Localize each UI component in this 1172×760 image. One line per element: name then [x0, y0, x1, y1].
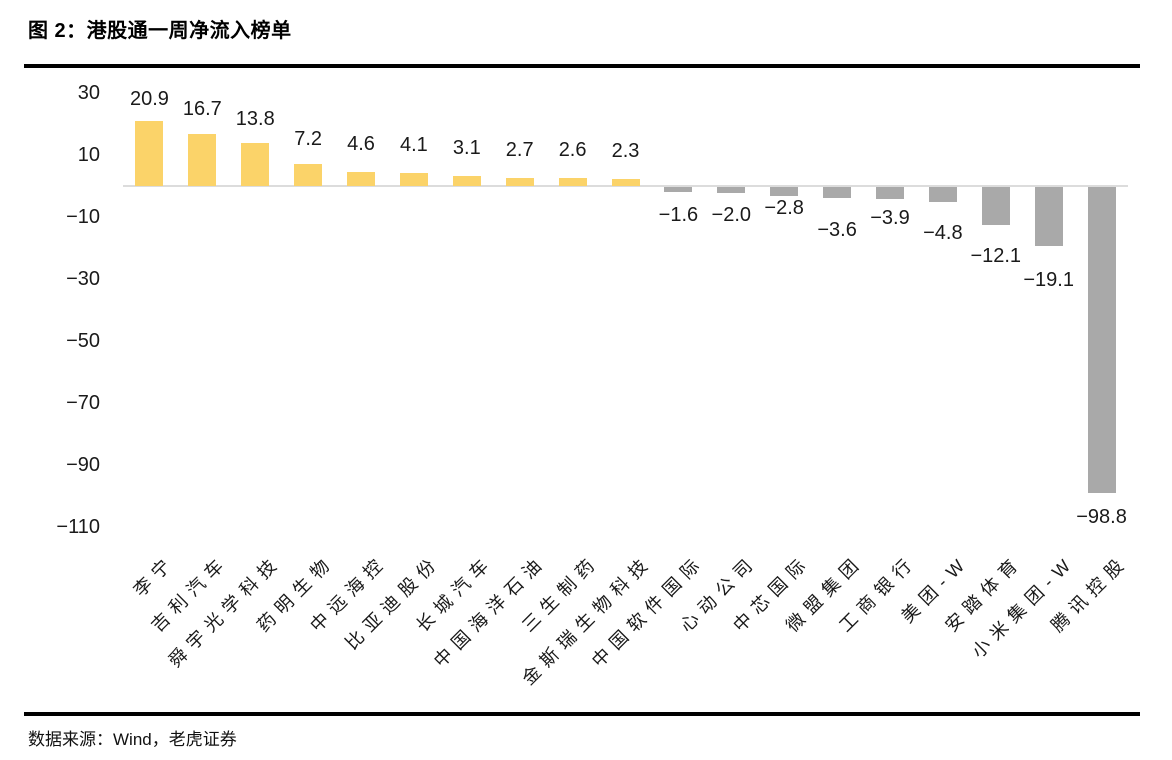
- y-axis-tick-label: −70: [66, 392, 100, 414]
- chart-bar: [452, 176, 481, 186]
- bar-value-label: −1.6: [658, 203, 699, 226]
- chart-bar: [241, 143, 270, 186]
- chart-bar: [928, 187, 957, 202]
- bar-value-label: −2.8: [764, 196, 804, 219]
- bar-value-label: 7.2: [294, 127, 323, 150]
- chart-bar: [505, 177, 534, 186]
- bar-value-label: −19.1: [1023, 269, 1074, 292]
- y-axis-tick-label: −110: [56, 516, 100, 538]
- x-axis-category-label: 比亚迪股份: [341, 551, 445, 654]
- y-axis-tick-label: 30: [77, 82, 100, 104]
- bar-value-label: −12.1: [970, 244, 1022, 267]
- chart-bar: [1087, 187, 1116, 494]
- source-note: 数据来源：Wind，老虎证券: [28, 730, 237, 749]
- chart-bar: [770, 187, 799, 196]
- chart-bar: [188, 134, 217, 186]
- bar-value-label: −3.9: [870, 207, 910, 230]
- x-axis-category-label: 李宁: [130, 551, 180, 601]
- bar-value-label: 4.1: [400, 134, 428, 157]
- chart-bar: [823, 187, 852, 199]
- y-axis-tick-label: −30: [66, 268, 100, 290]
- chart-title: 图 2：港股通一周净流入榜单: [28, 20, 292, 42]
- bar-value-label: 20.9: [129, 88, 169, 111]
- bar-value-label: −3.6: [817, 219, 857, 242]
- chart-bar: [399, 173, 428, 186]
- chart-bar: [875, 187, 904, 200]
- bar-value-label: −2.0: [711, 204, 752, 227]
- chart-bar: [1034, 187, 1063, 247]
- chart-bar: [347, 171, 376, 186]
- bar-value-label: 2.7: [505, 138, 534, 161]
- y-axis-tick-label: −10: [66, 206, 100, 228]
- bar-value-label: 3.1: [452, 137, 481, 160]
- bar-value-label: −98.8: [1076, 506, 1127, 529]
- chart-bar: [664, 187, 693, 192]
- chart-bar: [717, 187, 746, 194]
- zero-axis-line: [123, 185, 1128, 187]
- chart-bar: [981, 187, 1010, 225]
- bar-value-label: −4.8: [923, 221, 963, 244]
- y-axis-tick-label: 10: [77, 144, 100, 166]
- chart-bar: [558, 177, 587, 186]
- title-divider-rule: [24, 64, 1140, 68]
- chart-bar: [294, 163, 323, 186]
- footer-divider-rule: [24, 712, 1140, 716]
- chart-bar: [135, 121, 164, 186]
- bar-value-label: 2.3: [611, 139, 640, 162]
- bar-value-label: 4.6: [347, 132, 375, 155]
- bar-value-label: 16.7: [182, 98, 222, 121]
- chart-bar: [611, 178, 640, 186]
- y-axis-tick-label: −50: [66, 330, 100, 352]
- bar-value-label: 13.8: [235, 108, 275, 131]
- y-axis-tick-label: −90: [66, 454, 100, 476]
- bar-value-label: 2.6: [558, 138, 587, 161]
